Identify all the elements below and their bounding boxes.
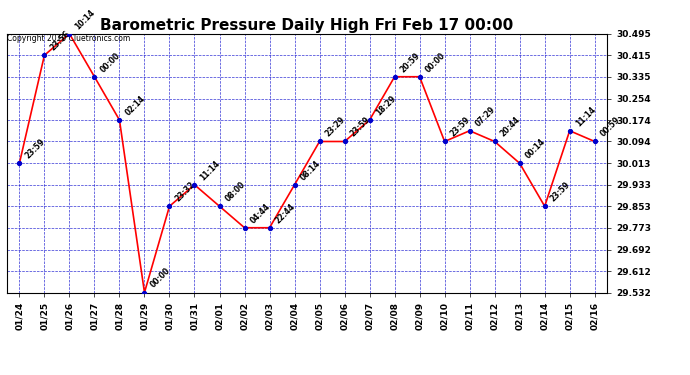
Point (264, 225, 275, 231)
Point (39, 52, 50, 58)
Point (514, 160, 525, 166)
Point (114, 117, 125, 123)
Point (214, 203, 225, 209)
Text: 23:59: 23:59 (549, 180, 572, 204)
Text: 11:14: 11:14 (574, 105, 598, 128)
Point (14, 160, 25, 166)
Text: 02:14: 02:14 (124, 94, 147, 117)
Text: 10:14: 10:14 (74, 8, 97, 31)
Text: Copyright 2010 Cluetronics.com: Copyright 2010 Cluetronics.com (7, 34, 130, 43)
Point (339, 138, 350, 144)
Text: 08:14: 08:14 (299, 159, 322, 182)
Text: 20:59: 20:59 (399, 51, 422, 74)
Point (89, 74, 100, 80)
Text: 07:29: 07:29 (474, 105, 497, 128)
Text: 23:59: 23:59 (448, 116, 472, 139)
Point (539, 203, 550, 209)
Text: 00:00: 00:00 (424, 51, 447, 74)
Text: 00:00: 00:00 (148, 266, 172, 290)
Point (164, 203, 175, 209)
Text: 11:14: 11:14 (199, 159, 222, 182)
Point (239, 225, 250, 231)
Point (64, 31, 75, 37)
Text: 18:29: 18:29 (374, 94, 397, 117)
Text: 23:32: 23:32 (174, 180, 197, 204)
Text: 04:44: 04:44 (248, 201, 272, 225)
Point (564, 128, 575, 134)
Point (139, 290, 150, 296)
Point (464, 128, 475, 134)
Point (589, 138, 600, 144)
Point (439, 138, 450, 144)
Text: 22:44: 22:44 (274, 201, 297, 225)
Text: 20:44: 20:44 (499, 115, 522, 139)
Text: 23:56: 23:56 (48, 29, 72, 52)
Point (414, 74, 425, 80)
Point (289, 182, 300, 188)
Text: 23:59: 23:59 (348, 116, 372, 139)
Text: 00:59: 00:59 (599, 116, 622, 139)
Point (189, 182, 200, 188)
Text: 08:00: 08:00 (224, 180, 247, 204)
Text: 00:14: 00:14 (524, 137, 547, 160)
Text: 00:00: 00:00 (99, 51, 122, 74)
Point (364, 117, 375, 123)
Text: 23:29: 23:29 (324, 115, 347, 139)
Text: 23:59: 23:59 (23, 137, 47, 160)
Point (314, 138, 325, 144)
Point (489, 138, 500, 144)
Title: Barometric Pressure Daily High Fri Feb 17 00:00: Barometric Pressure Daily High Fri Feb 1… (101, 18, 513, 33)
Point (389, 74, 400, 80)
